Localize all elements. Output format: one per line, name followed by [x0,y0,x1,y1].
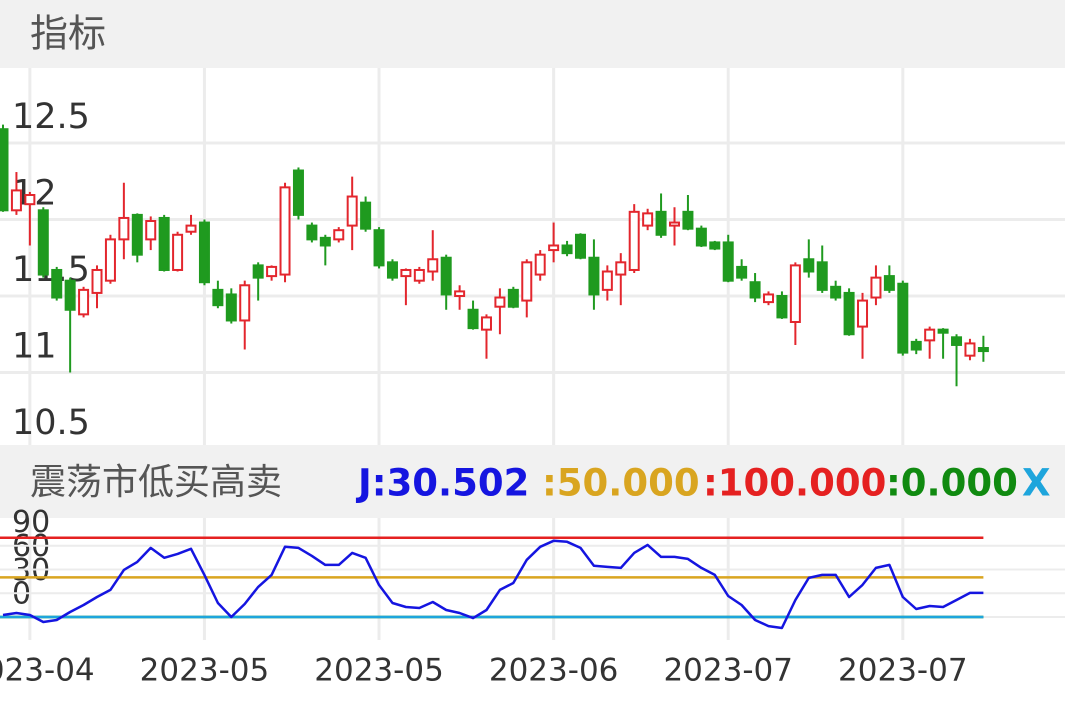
candle-body [803,258,815,273]
candle-body [601,270,613,291]
candle-body [0,128,9,212]
candle-body [910,340,922,351]
candle-body [924,328,936,342]
x-tick-label: 2023-05 [140,653,270,689]
candle-body [964,342,976,357]
y-tick-label: 11 [12,326,57,366]
candle-body [776,294,788,319]
candle-body [360,201,372,230]
candle-body [951,336,963,346]
candle-body [427,258,439,273]
x-tick-label: 2023-07 [838,653,968,689]
legend-entry: :50.000 [542,462,700,505]
candle-body [454,290,466,297]
indicator-bar [0,445,1065,518]
candle-body [722,241,734,282]
candle-body [534,253,546,276]
y-tick-label: 12.5 [12,97,90,137]
legend-entry: :100.000 [703,462,886,505]
candle-body [104,238,116,282]
candle-body [386,261,398,279]
candle-body [548,244,560,252]
x-tick-label: 2023-06 [489,653,619,689]
candle-body [830,285,842,299]
candle-body [91,268,103,294]
x-tick-label: 2023-04 [0,653,95,689]
header-bar [0,0,1065,68]
candle-body [266,265,278,278]
candle-body [10,189,22,212]
candle-body [346,195,358,227]
candle-body [736,265,748,279]
candle-body [225,293,237,322]
candle-body [198,221,210,284]
candle-body [897,282,909,354]
candle-body [333,229,345,241]
candle-body [655,210,667,236]
candle-body [306,224,318,241]
candle-body [78,288,90,316]
candle-body [252,264,264,279]
candle-body [574,233,586,259]
y-tick-label: 10.5 [12,403,90,443]
candle-body [789,264,801,323]
legend-entry: :0.000 [886,462,1018,505]
candle-body [628,210,640,271]
candle-body [118,216,130,241]
candle-body [400,268,412,278]
candle-body [588,256,600,296]
candle-body [870,276,882,299]
candle-body [51,268,63,299]
candle-body [857,299,869,328]
candle-body [440,256,452,296]
candle-body [467,308,479,330]
candle-body [843,291,855,336]
candle-body [521,261,533,302]
header-title: 指标 [30,12,106,56]
candle-body [185,224,197,233]
candle-body [937,328,949,334]
candle-body [64,279,76,311]
legend-entry: J:30.502 [355,462,529,505]
y-tick-label: 11.5 [12,250,90,290]
candle-body [292,169,304,216]
candle-body [494,296,506,308]
candle-body [615,261,627,276]
candle-body [682,210,694,230]
candle-body [480,316,492,331]
candle-body [507,288,519,308]
candle-body [763,293,775,304]
candle-body [413,268,425,282]
legend-entry: X [1022,462,1051,505]
y-tick-label: 90 [12,505,50,540]
candle-body [212,288,224,307]
indicator-title: 震荡市低买高卖 [30,462,282,503]
candle-body [816,261,828,291]
candle-body [172,233,184,271]
candle-body [158,216,170,271]
candle-body [709,241,721,250]
candle-body [145,220,157,241]
candle-body [373,229,385,267]
candle-body [279,186,291,276]
candle-body [642,212,654,227]
candle-body [977,347,989,353]
candle-body [24,194,36,206]
x-tick-label: 2023-07 [663,653,793,689]
x-tick-label: 2023-05 [314,653,444,689]
candle-body [669,221,680,227]
candle-body [561,244,573,255]
candle-body [131,213,143,256]
candle-body [239,284,251,322]
candle-body [319,236,331,247]
candle-body [883,275,895,291]
candle-body [695,227,707,247]
candle-body [749,281,761,299]
series-line [2,539,984,630]
candle-body [37,209,49,276]
